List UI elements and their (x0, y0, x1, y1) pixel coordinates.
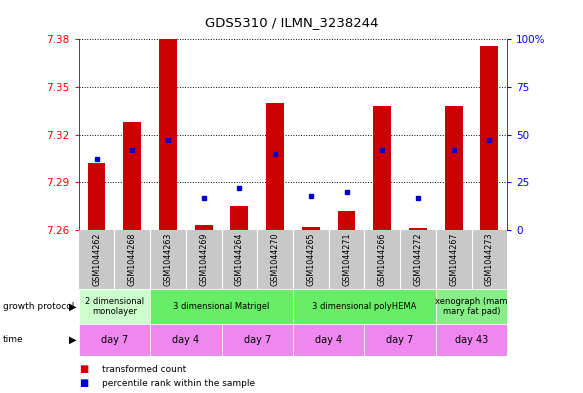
Bar (293, 289, 436, 324)
Bar (338, 211, 356, 230)
Bar (79, 230, 507, 289)
Bar (79, 289, 150, 324)
Bar (302, 227, 319, 230)
Text: 3 dimensional Matrigel: 3 dimensional Matrigel (173, 302, 270, 311)
Text: day 43: day 43 (455, 335, 488, 345)
Text: GSM1044266: GSM1044266 (378, 233, 387, 286)
Bar (409, 228, 427, 230)
Text: day 7: day 7 (387, 335, 414, 345)
Bar (373, 106, 391, 230)
Text: growth protocol: growth protocol (3, 302, 74, 311)
Text: time: time (3, 336, 23, 344)
Bar (266, 103, 284, 230)
Text: ■: ■ (79, 364, 88, 375)
Text: day 7: day 7 (101, 335, 128, 345)
Text: day 4: day 4 (172, 335, 199, 345)
Bar (124, 122, 141, 230)
Bar (436, 289, 507, 324)
Text: ▶: ▶ (69, 335, 76, 345)
Bar (150, 289, 293, 324)
Text: GSM1044271: GSM1044271 (342, 233, 351, 286)
Text: GSM1044273: GSM1044273 (485, 233, 494, 286)
Bar (480, 46, 498, 230)
Text: GDS5310 / ILMN_3238244: GDS5310 / ILMN_3238244 (205, 16, 378, 29)
Text: transformed count: transformed count (102, 365, 187, 374)
Text: day 7: day 7 (244, 335, 271, 345)
Text: 3 dimensional polyHEMA: 3 dimensional polyHEMA (312, 302, 417, 311)
Bar (445, 106, 462, 230)
Text: day 4: day 4 (315, 335, 342, 345)
Text: percentile rank within the sample: percentile rank within the sample (102, 379, 255, 387)
Text: GSM1044269: GSM1044269 (199, 233, 208, 286)
Bar (436, 324, 507, 356)
Bar (150, 324, 222, 356)
Text: ■: ■ (79, 378, 88, 388)
Text: GSM1044267: GSM1044267 (449, 233, 458, 286)
Bar (87, 163, 106, 230)
Bar (364, 324, 436, 356)
Bar (79, 324, 150, 356)
Text: GSM1044272: GSM1044272 (413, 233, 423, 286)
Bar (293, 324, 364, 356)
Bar (230, 206, 248, 230)
Text: GSM1044263: GSM1044263 (163, 233, 173, 286)
Text: ▶: ▶ (69, 301, 76, 312)
Bar (159, 36, 177, 230)
Text: 2 dimensional
monolayer: 2 dimensional monolayer (85, 297, 144, 316)
Text: GSM1044262: GSM1044262 (92, 233, 101, 286)
Bar (195, 225, 213, 230)
Text: xenograph (mam
mary fat pad): xenograph (mam mary fat pad) (436, 297, 508, 316)
Text: GSM1044264: GSM1044264 (235, 233, 244, 286)
Text: GSM1044268: GSM1044268 (128, 233, 137, 286)
Text: GSM1044265: GSM1044265 (306, 233, 315, 286)
Text: GSM1044270: GSM1044270 (271, 233, 280, 286)
Bar (222, 324, 293, 356)
